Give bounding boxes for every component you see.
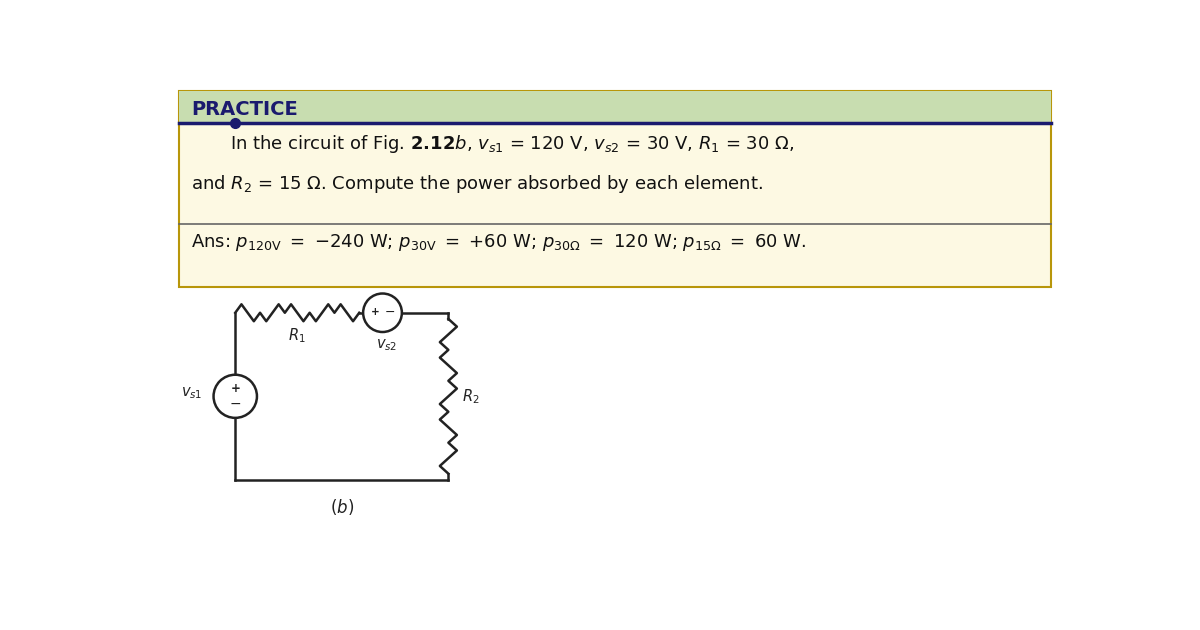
FancyBboxPatch shape [180, 91, 1051, 123]
Text: Ans: $p_{120\mathrm{V}}$ $=$ $-$240 W; $p_{30\mathrm{V}}$ $=$ $+$60 W; $p_{30\Om: Ans: $p_{120\mathrm{V}}$ $=$ $-$240 W; $… [191, 232, 806, 253]
Text: In the circuit of Fig. $\mathbf{2.12}$$\mathit{b}$, $v_{s1}$ = 120 V, $v_{s2}$ =: In the circuit of Fig. $\mathbf{2.12}$$\… [230, 132, 794, 154]
Text: $R_2$: $R_2$ [462, 387, 480, 406]
Text: $v_{s1}$: $v_{s1}$ [181, 386, 203, 401]
Text: +: + [230, 382, 240, 395]
Text: +: + [371, 307, 380, 317]
Text: −: − [229, 397, 241, 411]
Text: $R_1$: $R_1$ [288, 326, 306, 345]
Circle shape [214, 375, 257, 418]
FancyBboxPatch shape [180, 91, 1051, 287]
Text: and $R_2$ = 15 $\Omega$. Compute the power absorbed by each element.: and $R_2$ = 15 $\Omega$. Compute the pow… [191, 173, 763, 195]
Text: −: − [385, 306, 396, 319]
Text: $(b)$: $(b)$ [330, 497, 354, 517]
Text: $v_{s2}$: $v_{s2}$ [376, 338, 397, 353]
Text: PRACTICE: PRACTICE [191, 100, 298, 118]
Circle shape [364, 294, 402, 332]
